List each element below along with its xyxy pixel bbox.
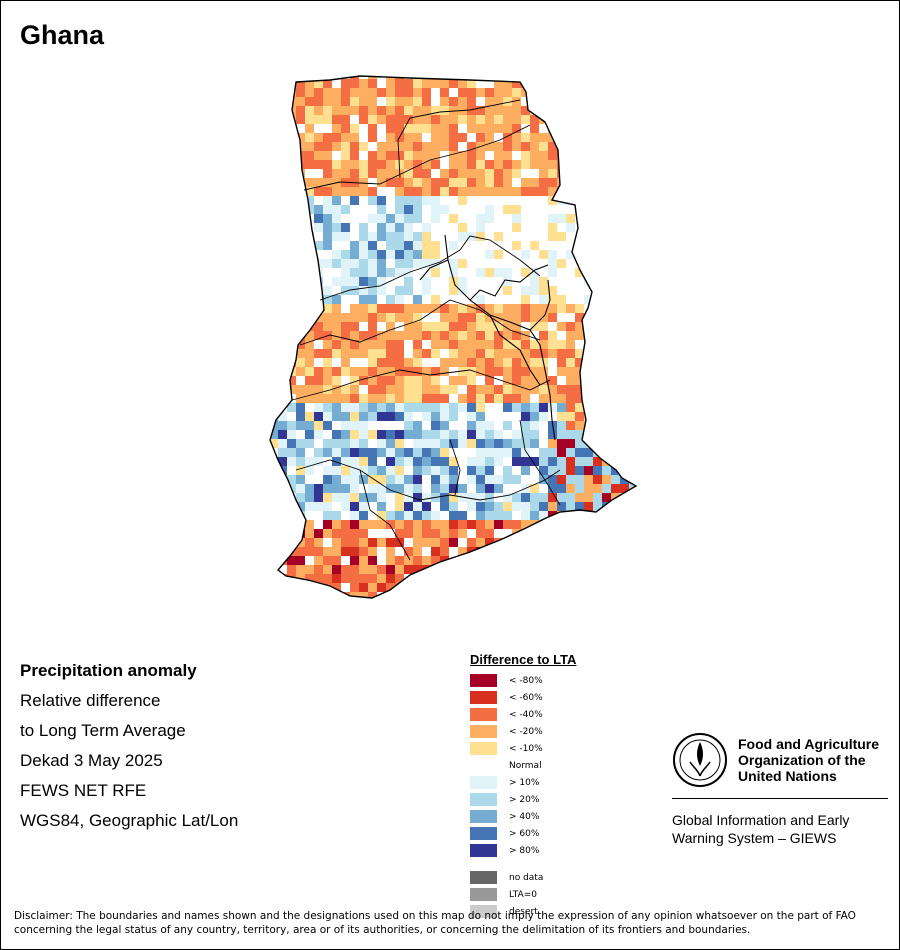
disclaimer-text: Disclaimer: The boundaries and names sho…: [14, 910, 856, 936]
legend-special-label: no data: [509, 872, 544, 883]
legend-wet-swatch: [470, 844, 497, 857]
anomaly-cells: [270, 76, 636, 598]
legend-dry-label: < -80%: [509, 675, 543, 686]
legend-dry-classes: < -80% < -60% < -40% < -20% < -10%: [470, 672, 576, 757]
legend-dry-row: < -80%: [470, 672, 576, 689]
legend-special-row: desert: [470, 903, 576, 920]
legend-special-row: LTA=0: [470, 886, 576, 903]
legend-wet-row: > 10%: [470, 774, 576, 791]
giews-line-2: Warning System – GIEWS: [672, 830, 837, 846]
legend-dry-swatch: [470, 674, 497, 687]
fao-name: Food and Agriculture Organization of the…: [738, 736, 879, 784]
lake-volta: [419, 234, 556, 441]
giews-line-1: Global Information and Early: [672, 812, 850, 828]
fao-name-line-2: Organization of the: [738, 752, 866, 768]
info-line-measure-cont: to Long Term Average: [20, 721, 186, 740]
map-title: Ghana: [20, 20, 105, 50]
legend-normal-label: Normal: [509, 760, 542, 771]
legend-special-swatch: [470, 905, 497, 918]
legend-dry-label: < -10%: [509, 743, 543, 754]
legend-wet-row: > 40%: [470, 808, 576, 825]
region-boundaries: [291, 99, 561, 561]
legend-special-swatch: [470, 888, 497, 901]
legend-dry-row: < -20%: [470, 723, 576, 740]
legend-special-classes: no data LTA=0 desert: [470, 869, 576, 920]
fao-name-line-1: Food and Agriculture: [738, 736, 880, 752]
legend-wet-swatch: [470, 810, 497, 823]
info-line-projection: WGS84, Geographic Lat/Lon: [20, 811, 239, 830]
legend-special-swatch: [470, 871, 497, 884]
fao-block: Food and Agriculture Organization of the…: [672, 732, 888, 847]
legend-title: Difference to LTA: [470, 652, 577, 667]
fao-logo-icon: [673, 733, 727, 787]
ghana-border: [269, 75, 638, 599]
giews-name: Global Information and Early Warning Sys…: [672, 811, 888, 847]
legend-wet-classes: > 10% > 20% > 40% > 60% > 80%: [470, 774, 576, 859]
legend-wet-swatch: [470, 776, 497, 789]
legend-special-row: no data: [470, 869, 576, 886]
legend-dry-label: < -20%: [509, 726, 543, 737]
legend-wet-label: > 20%: [509, 794, 540, 805]
legend-special-label: desert: [509, 906, 538, 917]
legend-dry-row: < -40%: [470, 706, 576, 723]
legend-wet-row: > 60%: [470, 825, 576, 842]
legend-dry-swatch: [470, 691, 497, 704]
map-info-block: Precipitation anomaly Relative differenc…: [20, 656, 238, 836]
legend-dry-swatch: [470, 742, 497, 755]
legend-wet-label: > 80%: [509, 845, 540, 856]
legend-special-label: LTA=0: [509, 889, 537, 900]
ghana-anomaly-map: [269, 75, 638, 599]
legend-dry-swatch: [470, 708, 497, 721]
legend-dry-label: < -60%: [509, 692, 543, 703]
legend-wet-label: > 40%: [509, 811, 540, 822]
info-line-measure: Relative difference: [20, 691, 161, 710]
legend-wet-row: > 80%: [470, 842, 576, 859]
legend-dry-label: < -40%: [509, 709, 543, 720]
fao-divider: [672, 798, 888, 799]
legend-dry-swatch: [470, 725, 497, 738]
info-line-source: FEWS NET RFE: [20, 781, 147, 800]
legend-wet-label: > 60%: [509, 828, 540, 839]
legend-wet-label: > 10%: [509, 777, 540, 788]
legend-wet-row: > 20%: [470, 791, 576, 808]
legend: Difference to LTA < -80% < -60% < -40% < -2…: [470, 652, 576, 920]
legend-dry-row: < -60%: [470, 689, 576, 706]
legend-wet-swatch: [470, 793, 497, 806]
info-line-period: Dekad 3 May 2025: [20, 751, 163, 770]
fao-name-line-3: United Nations: [738, 768, 837, 784]
info-line-product: Precipitation anomaly: [20, 661, 197, 680]
legend-wet-swatch: [470, 827, 497, 840]
legend-dry-row: < -10%: [470, 740, 576, 757]
